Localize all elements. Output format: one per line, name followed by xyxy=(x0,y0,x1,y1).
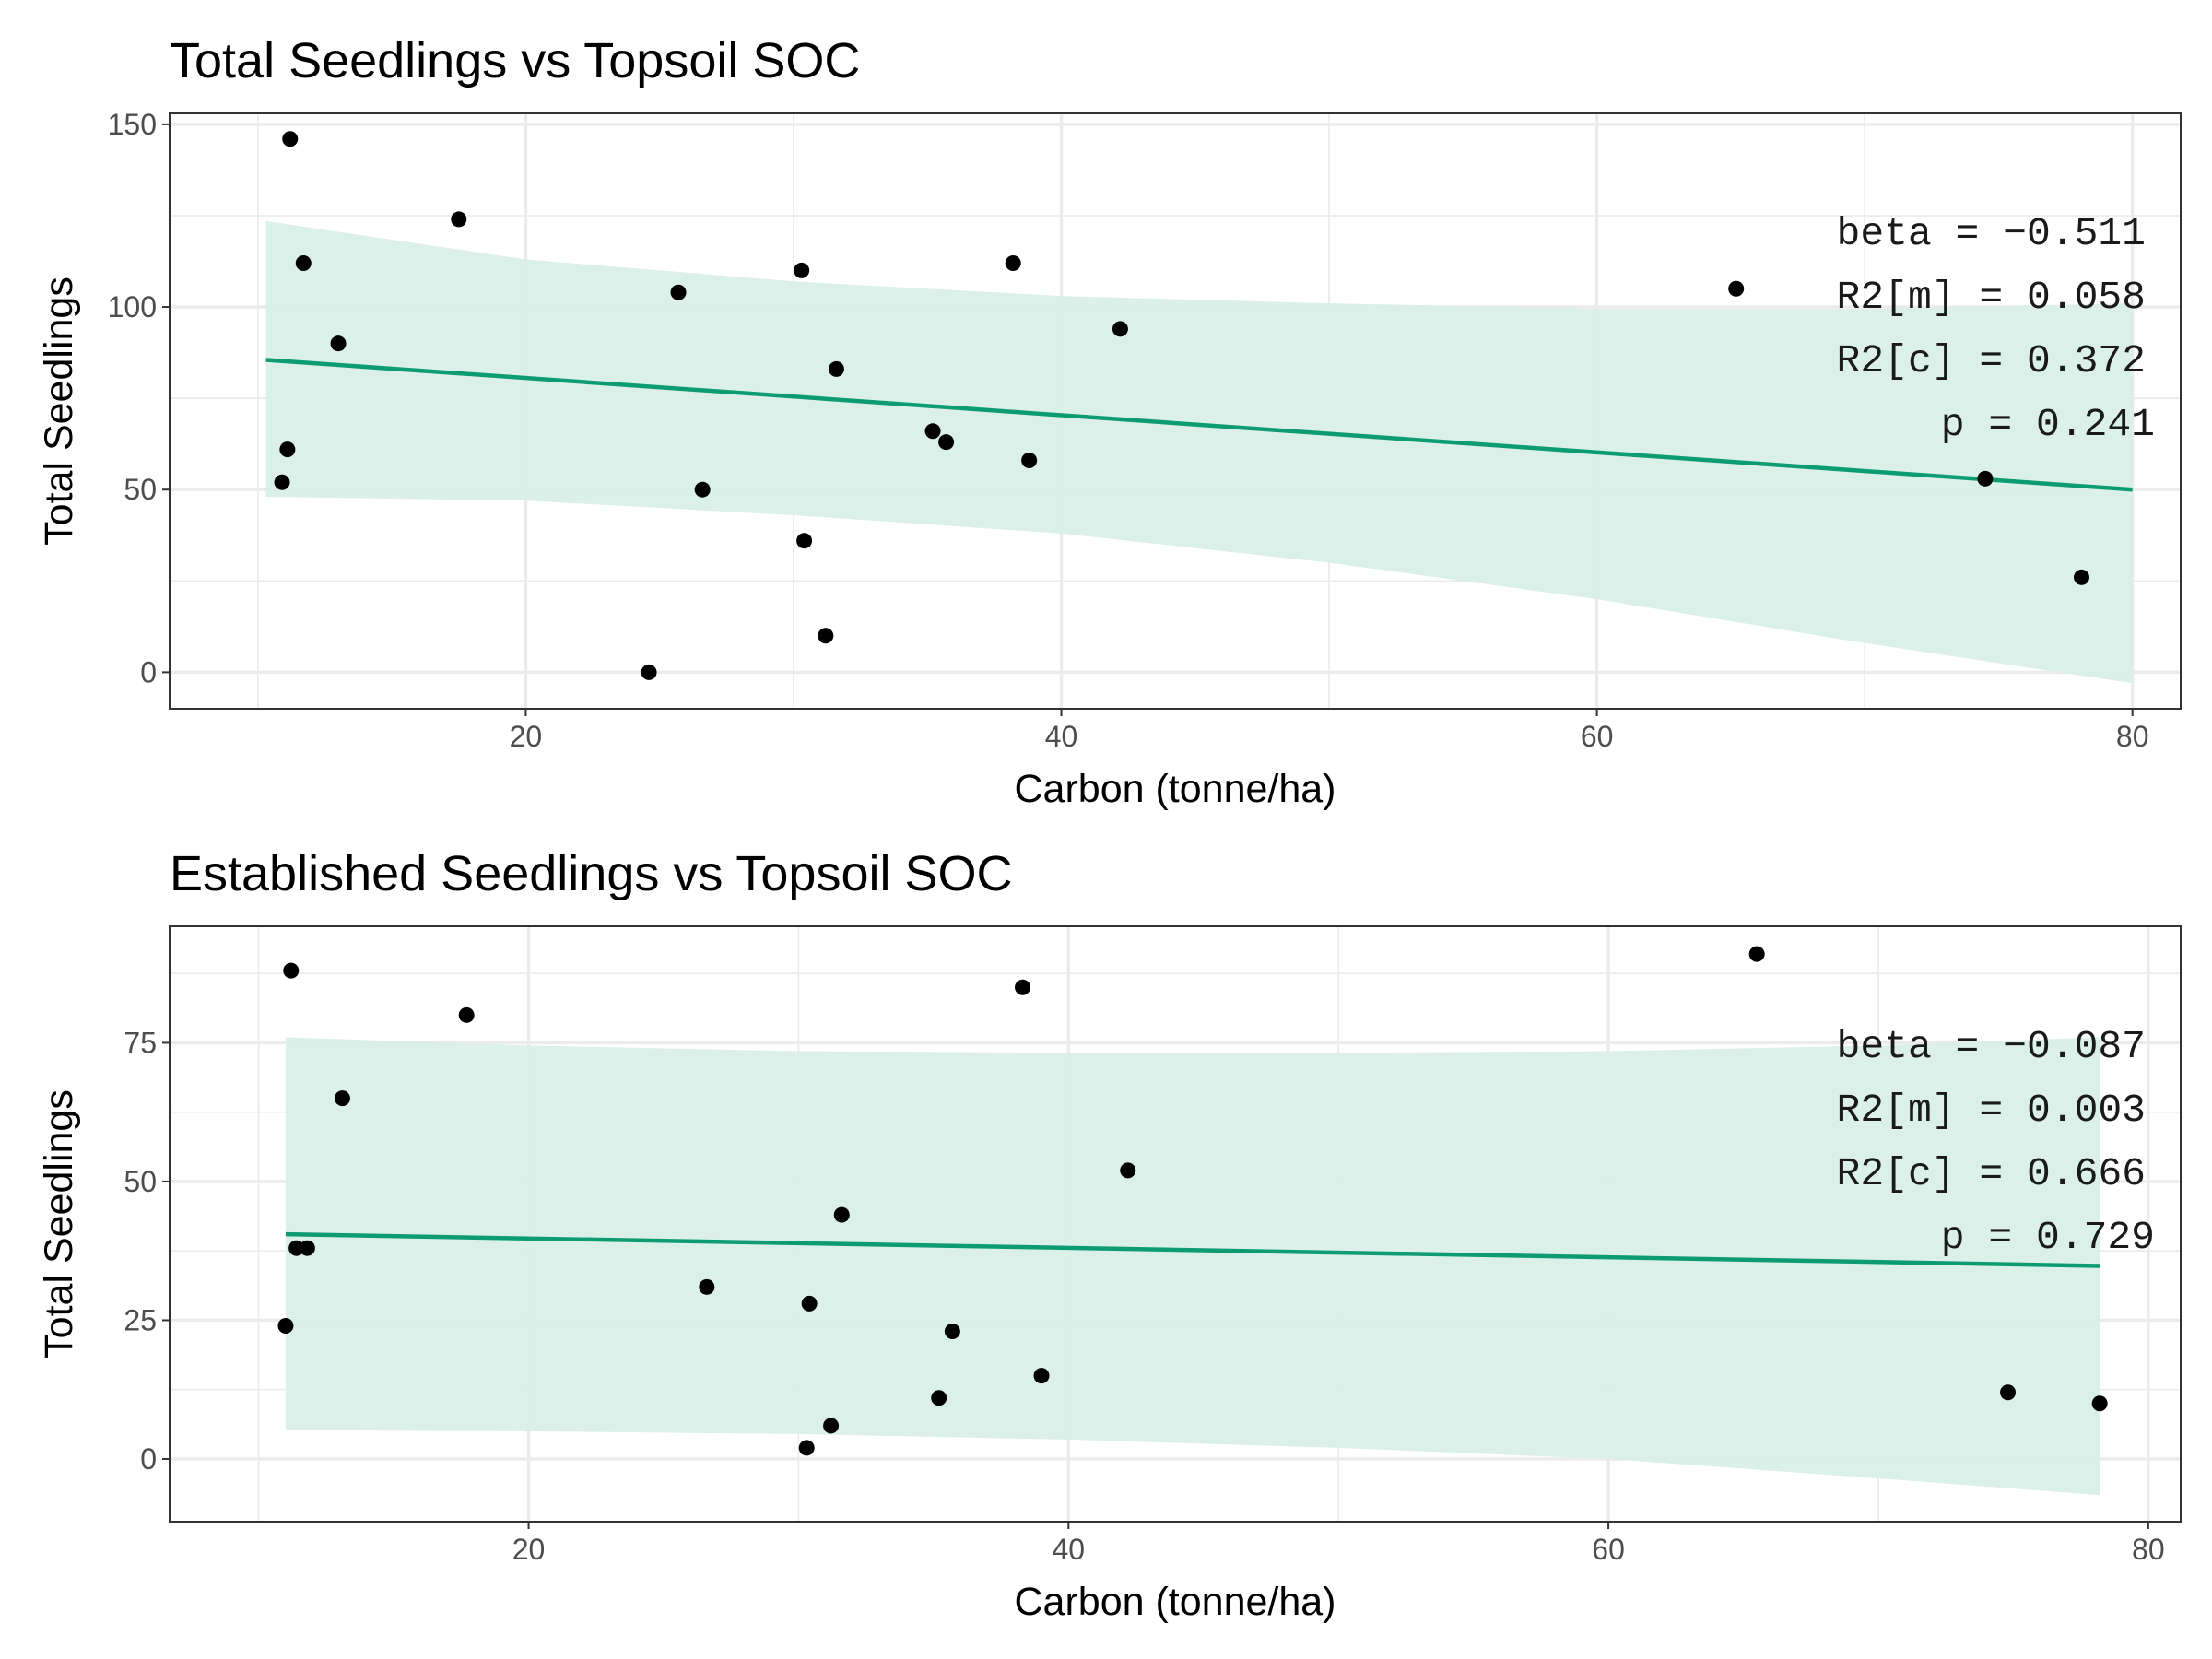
x-tick-label: 60 xyxy=(1581,720,1614,753)
data-point xyxy=(274,474,290,490)
stat-beta: beta = −0.087 xyxy=(1837,1024,2146,1069)
data-point xyxy=(931,1390,947,1406)
confidence-band-area xyxy=(285,1037,2100,1496)
y-tick-label: 100 xyxy=(108,290,157,324)
confidence-band-area xyxy=(265,220,2133,684)
data-point xyxy=(2073,569,2089,585)
stat-r2c: R2[c] = 0.666 xyxy=(1837,1151,2146,1196)
panel-title: Total Seedlings vs Topsoil SOC xyxy=(170,33,860,88)
data-point xyxy=(641,664,657,680)
y-tick-label: 50 xyxy=(124,1165,157,1198)
x-tick-label: 20 xyxy=(510,720,543,753)
data-point xyxy=(1112,321,1128,337)
data-point xyxy=(277,1317,294,1334)
axis-ticks: 20 40 60 80 0 50 100 150 xyxy=(108,108,2149,753)
plot-border xyxy=(169,925,2182,1523)
data-point xyxy=(2000,1384,2017,1401)
x-axis-title: Carbon (tonne/ha) xyxy=(1015,1580,1336,1624)
x-tick-label: 40 xyxy=(1053,1533,1086,1566)
y-axis-title: Total Seedlings xyxy=(37,1089,81,1359)
data-point xyxy=(794,262,810,278)
data-point xyxy=(1728,280,1745,297)
stat-p: p = 0.729 xyxy=(1941,1215,2155,1260)
stat-p: p = 0.241 xyxy=(1941,402,2155,447)
data-point xyxy=(823,1418,840,1434)
y-tick-label: 0 xyxy=(140,1442,157,1476)
data-point xyxy=(828,360,844,377)
y-tick-label: 150 xyxy=(108,108,157,141)
data-point xyxy=(334,1090,350,1107)
y-tick-label: 50 xyxy=(124,473,157,506)
data-points xyxy=(277,946,2108,1456)
data-point xyxy=(299,1240,315,1256)
data-point xyxy=(924,423,941,440)
stat-r2m: R2[m] = 0.058 xyxy=(1837,275,2146,320)
fit-line xyxy=(265,358,2133,492)
data-point xyxy=(282,131,299,147)
data-point xyxy=(295,254,312,271)
data-point xyxy=(1120,1162,1136,1179)
stat-r2m: R2[m] = 0.003 xyxy=(1837,1088,2146,1133)
panel-title: Established Seedlings vs Topsoil SOC xyxy=(170,846,1013,901)
y-tick-label: 25 xyxy=(124,1303,157,1336)
x-tick-label: 80 xyxy=(2132,1533,2165,1566)
data-point xyxy=(1021,453,1038,469)
y-axis-title: Total Seedlings xyxy=(37,276,81,546)
fit-line xyxy=(285,1231,2100,1268)
data-point xyxy=(1977,470,1994,487)
data-point xyxy=(2091,1395,2108,1412)
x-tick-label: 80 xyxy=(2116,720,2149,753)
data-point xyxy=(798,1440,815,1456)
data-point xyxy=(288,1240,305,1256)
confidence-band xyxy=(285,1037,2100,1496)
data-point xyxy=(938,434,955,451)
data-point xyxy=(833,1206,850,1223)
data-point xyxy=(694,481,711,498)
regression-line xyxy=(265,358,2133,492)
regression-line xyxy=(285,1231,2100,1268)
data-point xyxy=(818,628,834,644)
panel-established-seedlings: Established Seedlings vs Topsoil SOC 20 4… xyxy=(37,846,2182,1624)
data-point xyxy=(699,1278,715,1295)
stat-beta: beta = −0.511 xyxy=(1837,211,2146,256)
data-point xyxy=(458,1006,475,1023)
data-point xyxy=(1033,1368,1050,1384)
data-point xyxy=(330,335,347,352)
data-point xyxy=(451,211,467,228)
x-tick-label: 40 xyxy=(1045,720,1078,753)
stats-annotation: beta = −0.511 R2[m] = 0.058 R2[c] = 0.37… xyxy=(1837,211,2155,447)
data-point xyxy=(670,284,687,300)
x-axis-title: Carbon (tonne/ha) xyxy=(1015,767,1336,811)
confidence-band xyxy=(265,220,2133,684)
stat-r2c: R2[c] = 0.372 xyxy=(1837,338,2146,383)
data-points xyxy=(274,131,2089,680)
data-point xyxy=(801,1295,818,1312)
data-point xyxy=(1015,979,1031,995)
y-tick-label: 0 xyxy=(140,655,157,688)
data-point xyxy=(283,962,300,979)
data-point xyxy=(279,441,296,458)
stats-annotation: beta = −0.087 R2[m] = 0.003 R2[c] = 0.66… xyxy=(1837,1024,2155,1260)
x-tick-label: 20 xyxy=(512,1533,546,1566)
data-point xyxy=(944,1323,960,1339)
data-point xyxy=(1748,946,1765,962)
plot-border xyxy=(169,112,2182,710)
panel-total-seedlings: Total Seedlings vs Topsoil SOC 20 40 60 80 0… xyxy=(37,33,2182,811)
data-point xyxy=(796,533,813,549)
axis-ticks: 20 40 60 80 0 25 50 75 xyxy=(124,1026,2164,1566)
x-tick-label: 60 xyxy=(1592,1533,1625,1566)
data-point xyxy=(1005,254,1021,271)
y-tick-label: 75 xyxy=(124,1026,157,1059)
